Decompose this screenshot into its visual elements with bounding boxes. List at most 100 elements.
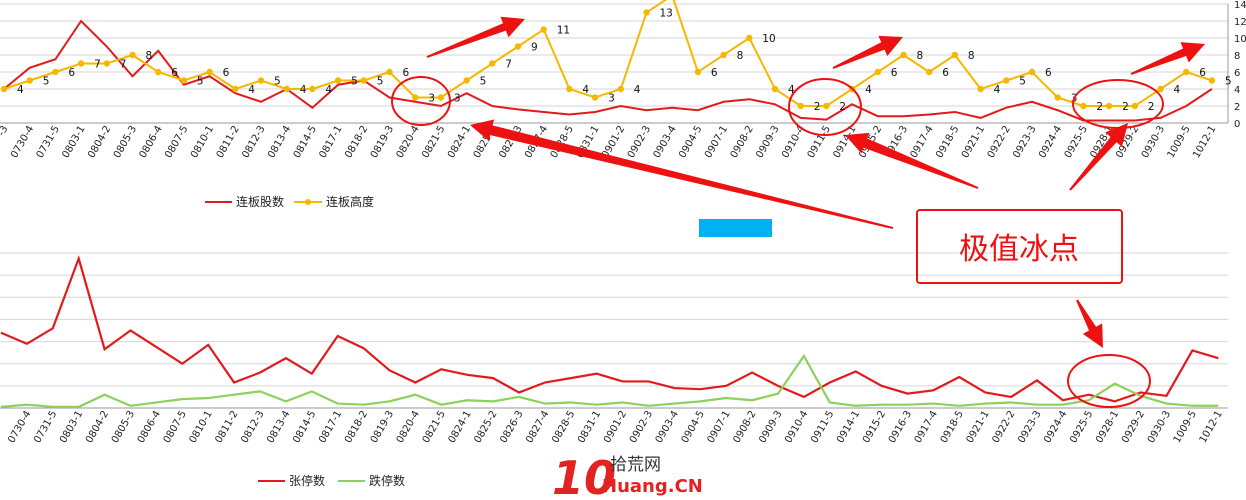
series-line-limit-down	[0, 353, 1219, 408]
streak-height-data-label: 3	[428, 93, 435, 105]
top-x-tick-label: 0813-4	[266, 124, 293, 160]
top-x-tick-label: 0908-2	[729, 124, 756, 160]
streak-height-data-label: 4	[1174, 84, 1181, 96]
streak-height-data-label: 5	[1225, 76, 1232, 88]
top-x-tick-label: 0917-4	[909, 124, 936, 160]
streak-height-point	[1003, 77, 1010, 84]
streak-height-point	[412, 94, 419, 101]
bottom-x-tick-label: 0918-5	[939, 409, 966, 445]
streak-height-point	[437, 94, 445, 101]
bottom-x-tick-label: 0821-5	[421, 409, 448, 445]
streak-height-data-label: 4	[994, 84, 1001, 96]
streak-height-point	[26, 77, 33, 84]
streak-height-point	[951, 51, 959, 59]
streak-height-data-label: 6	[1045, 67, 1052, 79]
top-x-tick-label: -3	[0, 124, 11, 138]
streak-height-point	[103, 60, 111, 67]
streak-height-point	[77, 60, 85, 67]
bottom-x-tick-label: 0902-3	[628, 409, 655, 445]
streak-height-data-label: 5	[274, 76, 281, 88]
streak-height-point	[1080, 102, 1087, 110]
streak-height-data-label: 8	[917, 50, 924, 62]
bottom-x-tick-label: 0910-4	[783, 409, 810, 445]
streak-height-point	[1157, 85, 1164, 93]
top-x-tick-label: 0923-3	[1011, 124, 1038, 160]
streak-height-point	[566, 85, 573, 93]
top-x-tick-label: 0811-2	[215, 124, 242, 160]
bottom-x-tick-label: 0730-4	[6, 409, 33, 445]
streak-height-data-label: 4	[248, 84, 255, 96]
streak-height-point	[720, 51, 727, 59]
top-y-tick-label: 14	[1234, 0, 1246, 11]
streak-height-point	[1054, 94, 1061, 101]
streak-height-point	[309, 85, 316, 93]
streak-height-point	[1183, 68, 1190, 76]
streak-height-point	[0, 85, 8, 93]
streak-height-data-label: 6	[891, 67, 898, 79]
watermark-logo: 10 拾荒网 Huang.CN	[552, 451, 703, 500]
top-x-tick-label: 0805-3	[112, 124, 139, 160]
bottom-x-tick-label: 0814-5	[291, 409, 318, 445]
streak-height-data-label: 13	[660, 8, 673, 20]
bottom-x-tick-label: 0930-3	[1146, 409, 1173, 445]
streak-height-data-label: 8	[968, 50, 975, 62]
highlight-ellipse-0928-bottom	[1067, 354, 1151, 408]
streak-height-point	[232, 85, 239, 93]
streak-height-point	[540, 26, 547, 33]
bottom-x-tick-label: 0917-4	[913, 409, 940, 445]
bottom-x-tick-label: 0813-4	[265, 409, 292, 445]
scrollbar-thumb[interactable]	[699, 219, 772, 237]
streak-height-data-label: 6	[403, 67, 410, 79]
streak-height-point	[463, 77, 470, 84]
top-x-tick-label: 0810-1	[189, 124, 216, 160]
streak-height-data-label: 3	[608, 93, 615, 105]
bottom-x-tick-label: 0819-3	[369, 409, 396, 445]
streak-height-data-label: 3	[454, 93, 461, 105]
bottom-x-tick-label: 0911-5	[809, 409, 836, 445]
streak-height-point	[257, 77, 265, 84]
bottom-x-tick-label: 0806-4	[136, 409, 163, 445]
top-x-tick-label: 0817-1	[317, 124, 344, 160]
top-chart: 02468101214-30730-40731-50803-10804-2080…	[0, 0, 1246, 160]
streak-height-data-label: 4	[17, 84, 24, 96]
annotations: 极值冰点	[391, 16, 1205, 408]
legend-label-limit-up: 张停数	[289, 473, 325, 488]
streak-height-point	[926, 68, 933, 76]
bottom-x-tick-label: 0825-2	[472, 409, 499, 445]
top-y-tick-label: 2	[1234, 102, 1240, 113]
bottom-x-tick-label: 0811-2	[213, 409, 240, 445]
top-x-tick-label: 0930-3	[1140, 124, 1167, 160]
streak-height-point	[155, 68, 162, 76]
streak-height-point	[694, 68, 702, 76]
bottom-x-tick-label: 0923-3	[1016, 409, 1043, 445]
arrow-up-0821	[426, 16, 525, 58]
legend-label-streak-height: 连板高度	[326, 194, 374, 209]
streak-height-point	[617, 85, 624, 93]
bottom-x-tick-label: 1009-5	[1172, 409, 1199, 445]
bottom-x-tick-label: 0929-2	[1120, 409, 1147, 445]
bottom-x-tick-label: 0831-1	[576, 409, 603, 445]
top-x-tick-label: 0925-5	[1063, 124, 1090, 160]
top-x-tick-label: 0806-4	[138, 124, 165, 160]
streak-height-point	[489, 60, 496, 67]
top-x-tick-label: 1009-5	[1166, 124, 1193, 160]
streak-height-data-label: 4	[582, 84, 589, 96]
annotation-box	[916, 209, 1123, 284]
streak-height-data-label: 5	[480, 76, 487, 88]
streak-height-data-label: 5	[377, 76, 384, 88]
streak-height-point	[874, 68, 881, 76]
streak-height-point	[643, 9, 650, 16]
streak-height-point	[823, 102, 830, 110]
watermark-latin: Huang.CN	[602, 476, 703, 497]
top-x-tick-label: 0824-1	[446, 124, 473, 160]
streak-height-data-label: 11	[557, 25, 570, 37]
arrow-to-0928-bottom	[1076, 299, 1103, 348]
bottom-x-tick-label: 0828-5	[550, 409, 577, 445]
top-x-tick-label: 0818-2	[343, 124, 370, 160]
streak-height-data-label: 7	[94, 59, 101, 71]
streak-height-point	[900, 51, 907, 59]
top-x-tick-label: 0731-5	[35, 124, 62, 160]
streak-height-data-label: 6	[1199, 67, 1206, 79]
streak-height-data-label: 6	[223, 67, 230, 79]
bottom-x-tick-label: 0907-1	[706, 409, 733, 445]
